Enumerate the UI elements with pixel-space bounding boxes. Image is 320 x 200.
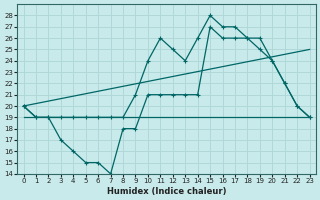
X-axis label: Humidex (Indice chaleur): Humidex (Indice chaleur): [107, 187, 226, 196]
